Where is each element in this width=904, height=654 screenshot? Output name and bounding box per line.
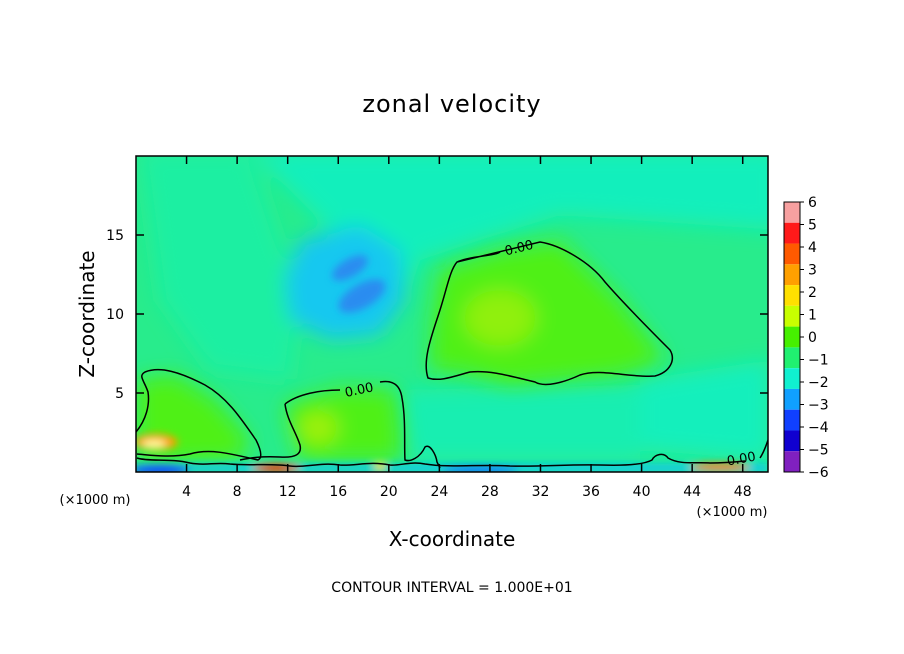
colorbar: 6 5 4 3 2 1 0 −1 −2 −3 −4 −5 −6 xyxy=(783,195,829,481)
field-min-surface-left xyxy=(136,465,190,472)
field-max-right xyxy=(464,290,536,346)
contour-label-right: 0.00 xyxy=(503,238,535,260)
colorbar-swatch xyxy=(784,264,800,286)
colorbar-swatch xyxy=(784,326,800,348)
contour-label-surface: 0.00 xyxy=(726,450,757,470)
colorbar-level-label: 6 xyxy=(808,195,817,211)
x-tick-label: 28 xyxy=(481,484,499,500)
colorbar-swatch xyxy=(784,347,800,369)
x-axis-unit-left: (×1000 m) xyxy=(60,493,131,508)
colorbar-level-label: 4 xyxy=(808,240,817,256)
x-axis-title: X-coordinate xyxy=(389,527,516,551)
colorbar-swatch xyxy=(784,305,800,327)
colorbar-level-label: 0 xyxy=(808,330,817,346)
zero-contour-right-closed xyxy=(425,241,674,386)
colorbar-level-label: 1 xyxy=(808,308,817,324)
x-tick-label: 16 xyxy=(329,484,347,500)
colorbar-swatch xyxy=(784,202,800,223)
colorbar-swatch xyxy=(784,222,800,244)
colorbar-swatch xyxy=(784,388,800,410)
field-region-weak-negative-center xyxy=(400,385,640,460)
y-axis-ticks: 5 10 15 xyxy=(106,228,768,402)
x-axis-ticks: 4 8 12 16 20 24 28 32 36 40 44 48 xyxy=(182,156,752,500)
colorbar-swatch xyxy=(784,368,800,389)
colorbar-level-label: −4 xyxy=(808,420,829,436)
colorbar-level-label: −3 xyxy=(808,398,829,414)
field-min-surface-center xyxy=(440,466,520,472)
colorbar-swatch xyxy=(784,409,800,431)
zero-contour-left xyxy=(136,368,262,461)
x-tick-label: 32 xyxy=(532,484,550,500)
colorbar-level-label: −5 xyxy=(808,443,829,459)
x-tick-label: 40 xyxy=(633,484,651,500)
contour-interval-text: CONTOUR INTERVAL = 1.000E+01 xyxy=(331,580,572,596)
x-tick-label: 44 xyxy=(683,484,701,500)
x-tick-label: 4 xyxy=(182,484,191,500)
field-region-negative-core xyxy=(285,225,405,340)
plot-area: 0.00 0.00 0.00 xyxy=(135,155,769,473)
x-tick-label: 20 xyxy=(380,484,398,500)
colorbar-swatch xyxy=(784,451,800,472)
colorbar-level-label: 2 xyxy=(808,285,817,301)
colorbar-swatch xyxy=(784,285,800,306)
colorbar-swatch xyxy=(784,430,800,452)
chart-title: zonal velocity xyxy=(362,90,541,118)
x-tick-label: 12 xyxy=(279,484,297,500)
y-tick-label: 10 xyxy=(106,307,124,323)
zero-contour-mid-lower xyxy=(239,403,302,461)
field-region-weak-negative-left xyxy=(140,156,300,380)
contour-label-mid: 0.00 xyxy=(344,380,375,401)
field-region-positive-right xyxy=(430,240,665,385)
colorbar-level-label: −6 xyxy=(808,465,829,481)
colorbar-level-label: −1 xyxy=(808,353,829,369)
x-tick-label: 24 xyxy=(430,484,448,500)
x-tick-label: 36 xyxy=(582,484,600,500)
x-tick-label: 8 xyxy=(233,484,242,500)
field-min-upper xyxy=(332,255,368,281)
colorbar-level-label: 3 xyxy=(808,263,817,279)
x-tick-label: 48 xyxy=(734,484,752,500)
field-max-near-surface-left-core xyxy=(142,440,166,448)
field-min-lower xyxy=(338,279,386,313)
colorbar-swatch xyxy=(784,243,800,265)
colorbar-level-label: 5 xyxy=(808,218,817,234)
zero-contour-mid xyxy=(284,380,441,469)
field-region-weak-negative-right xyxy=(640,360,768,460)
x-axis-unit-right: (×1000 m) xyxy=(697,505,768,520)
y-tick-label: 15 xyxy=(106,228,124,244)
y-tick-label: 5 xyxy=(115,386,124,402)
y-axis-title: Z-coordinate xyxy=(75,250,99,377)
field-max-surface-right xyxy=(690,463,750,471)
colorbar-level-label: −2 xyxy=(808,375,829,391)
field-max-lower-mid xyxy=(298,412,338,444)
